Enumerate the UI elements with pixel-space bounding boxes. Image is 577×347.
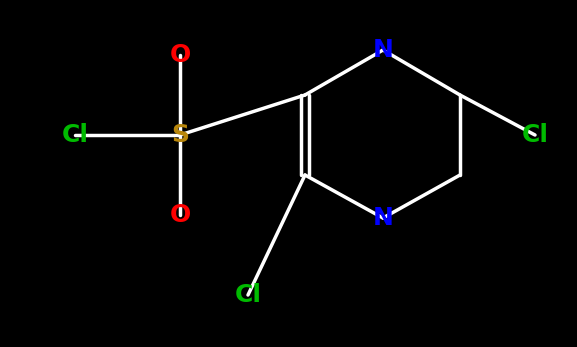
Text: Cl: Cl <box>234 283 261 307</box>
Text: Cl: Cl <box>522 123 549 147</box>
Text: O: O <box>170 203 190 227</box>
Text: N: N <box>373 38 394 62</box>
Text: Cl: Cl <box>62 123 88 147</box>
Text: O: O <box>170 43 190 67</box>
Text: N: N <box>373 206 394 230</box>
Text: S: S <box>171 123 189 147</box>
